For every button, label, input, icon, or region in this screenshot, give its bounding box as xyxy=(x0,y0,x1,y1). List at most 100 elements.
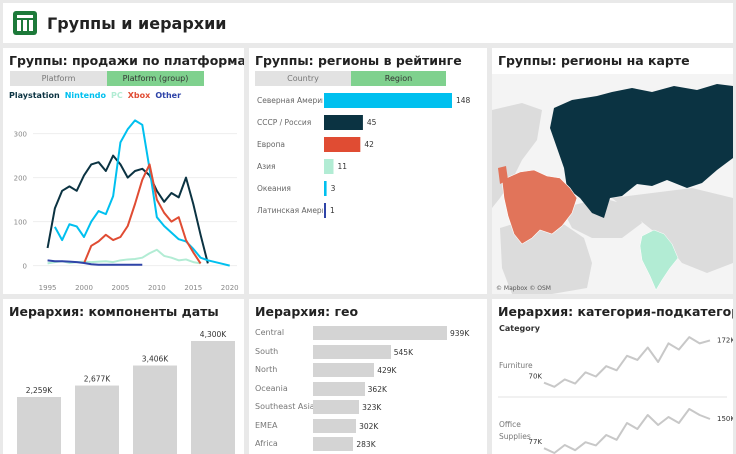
category-sparkline xyxy=(543,336,711,388)
y-tick-label: 100 xyxy=(14,219,27,227)
region-bar-chart: 148 45 42 11 3 1 xyxy=(324,93,471,218)
map-attribution: © Mapbox © OSM xyxy=(496,285,551,292)
category-name: Furniture xyxy=(499,361,533,370)
geo-bar xyxy=(313,344,391,359)
legend-other[interactable]: Other xyxy=(155,91,182,100)
date-value-label: 3,406K xyxy=(142,355,169,364)
platform-line-chart: 0 100 200 300 1995 2000 2005 2010 2015 2020 xyxy=(14,119,239,292)
toggle-country[interactable]: Country xyxy=(255,71,351,86)
region-value-label: 148 xyxy=(456,96,471,105)
panel-geo: Иерархия: гео Central 939K South 545K North 4… xyxy=(249,299,487,454)
date-bar xyxy=(191,341,235,454)
date-value-label: 2,259K xyxy=(26,386,53,395)
toggle-platform[interactable]: Platform xyxy=(10,71,107,86)
x-tick-label: 2000 xyxy=(75,284,93,292)
region-label: СССР / Россия xyxy=(257,118,312,127)
panel-region-rank: Группы: регионы в рейтинге Country Regio… xyxy=(249,48,487,294)
x-tick-label: 1995 xyxy=(39,284,57,292)
sparkline-end-label: 172K xyxy=(717,336,733,344)
panel-title: Иерархия: компоненты даты xyxy=(9,304,219,319)
geo-value-label: 939K xyxy=(450,329,470,338)
workbook-logo-icon xyxy=(13,11,37,35)
region-bar xyxy=(324,115,363,130)
page-title: Группы и иерархии xyxy=(47,13,227,33)
geo-value-label: 323K xyxy=(362,403,382,412)
region-value-label: 45 xyxy=(367,118,377,127)
legend-pc[interactable]: PC xyxy=(111,91,123,100)
region-label: Океания xyxy=(257,184,291,193)
date-bar xyxy=(133,365,177,454)
x-tick-label: 2010 xyxy=(148,284,166,292)
panel-title: Иерархия: гео xyxy=(255,304,359,319)
series-legend: Playstation Nintendo PC Xbox Other xyxy=(9,91,181,100)
region-label: Латинская Америка xyxy=(257,206,323,215)
geo-value-label: 283K xyxy=(356,440,376,449)
region-bar xyxy=(324,203,326,218)
region-asia-india xyxy=(639,229,679,291)
sparkline-start-label: 77K xyxy=(529,438,543,446)
geo-bar xyxy=(313,400,360,414)
panel-title: Группы: продажи по платформам xyxy=(9,53,244,68)
panel-category: Иерархия: категория-подкатегория Categor… xyxy=(492,299,733,454)
region-value-label: 42 xyxy=(364,140,374,149)
region-value-label: 1 xyxy=(330,206,335,215)
y-tick-label: 300 xyxy=(14,131,27,139)
x-tick-label: 2020 xyxy=(221,284,239,292)
dashboard-header: Группы и иерархии xyxy=(3,3,733,43)
toggle-region[interactable]: Region xyxy=(351,71,446,86)
geo-label: North xyxy=(255,365,278,374)
date-value-label: 2,677K xyxy=(84,375,111,384)
sparkline-end-label: 150K xyxy=(717,415,733,423)
toggle-platform-group[interactable]: Platform (group) xyxy=(107,71,204,86)
panel-title: Группы: регионы в рейтинге xyxy=(255,53,462,68)
region-bar xyxy=(324,93,452,108)
category-column-header: Category xyxy=(499,324,540,333)
region-bar xyxy=(324,137,361,152)
panel-platform-sales: Группы: продажи по платформам Platform P… xyxy=(3,48,244,294)
geo-label: Southeast Asia xyxy=(255,402,315,411)
region-value-label: 3 xyxy=(331,184,336,193)
series-line-playstation xyxy=(46,154,209,264)
geo-label: South xyxy=(255,346,279,356)
panel-region-map: Группы: регионы на карте © Mapbox © OSM xyxy=(492,48,733,294)
land-middle-east xyxy=(562,198,642,238)
region-label: Европа xyxy=(257,140,286,149)
category-name: Office xyxy=(499,420,521,429)
x-tick-label: 2015 xyxy=(184,284,202,292)
geo-value-label: 545K xyxy=(393,347,413,357)
geo-label: EMEA xyxy=(255,420,278,430)
region-bar xyxy=(324,159,334,174)
region-value-label: 11 xyxy=(338,162,348,171)
region-label: Азия xyxy=(257,162,276,171)
series-line-nintendo xyxy=(53,119,230,267)
geo-bar xyxy=(313,326,447,340)
geo-label: Oceania xyxy=(255,383,288,393)
legend-playstation[interactable]: Playstation xyxy=(9,91,60,100)
panel-date-parts: Иерархия: компоненты даты 2,259K 2,677K 3,… xyxy=(3,299,244,454)
legend-xbox[interactable]: Xbox xyxy=(127,91,151,100)
geo-bar xyxy=(313,437,354,451)
sparkline-start-label: 70K xyxy=(529,373,543,381)
geo-value-label: 429K xyxy=(377,366,397,375)
date-bar-chart: 2,259K 2,677K 3,406K 4,300K xyxy=(17,330,235,454)
region-europe xyxy=(501,169,578,245)
date-bar xyxy=(17,397,61,454)
y-tick-label: 200 xyxy=(14,175,27,183)
x-tick-label: 2005 xyxy=(112,284,130,292)
region-bar xyxy=(324,181,327,196)
date-value-label: 4,300K xyxy=(200,330,227,339)
geo-label: Africa xyxy=(255,439,278,448)
y-tick-label: 0 xyxy=(23,263,27,271)
series-line-xbox xyxy=(83,163,202,264)
geo-bar xyxy=(313,381,365,396)
geo-value-label: 302K xyxy=(359,421,379,431)
region-map[interactable]: © Mapbox © OSM xyxy=(492,48,733,294)
geo-bar xyxy=(313,363,375,377)
geo-value-label: 362K xyxy=(367,384,387,394)
geo-bar xyxy=(313,418,357,433)
panel-title: Иерархия: категория-подкатегория xyxy=(498,304,733,319)
land-asia xyxy=(612,188,733,273)
legend-nintendo[interactable]: Nintendo xyxy=(64,91,107,100)
series-line-other xyxy=(47,259,143,266)
